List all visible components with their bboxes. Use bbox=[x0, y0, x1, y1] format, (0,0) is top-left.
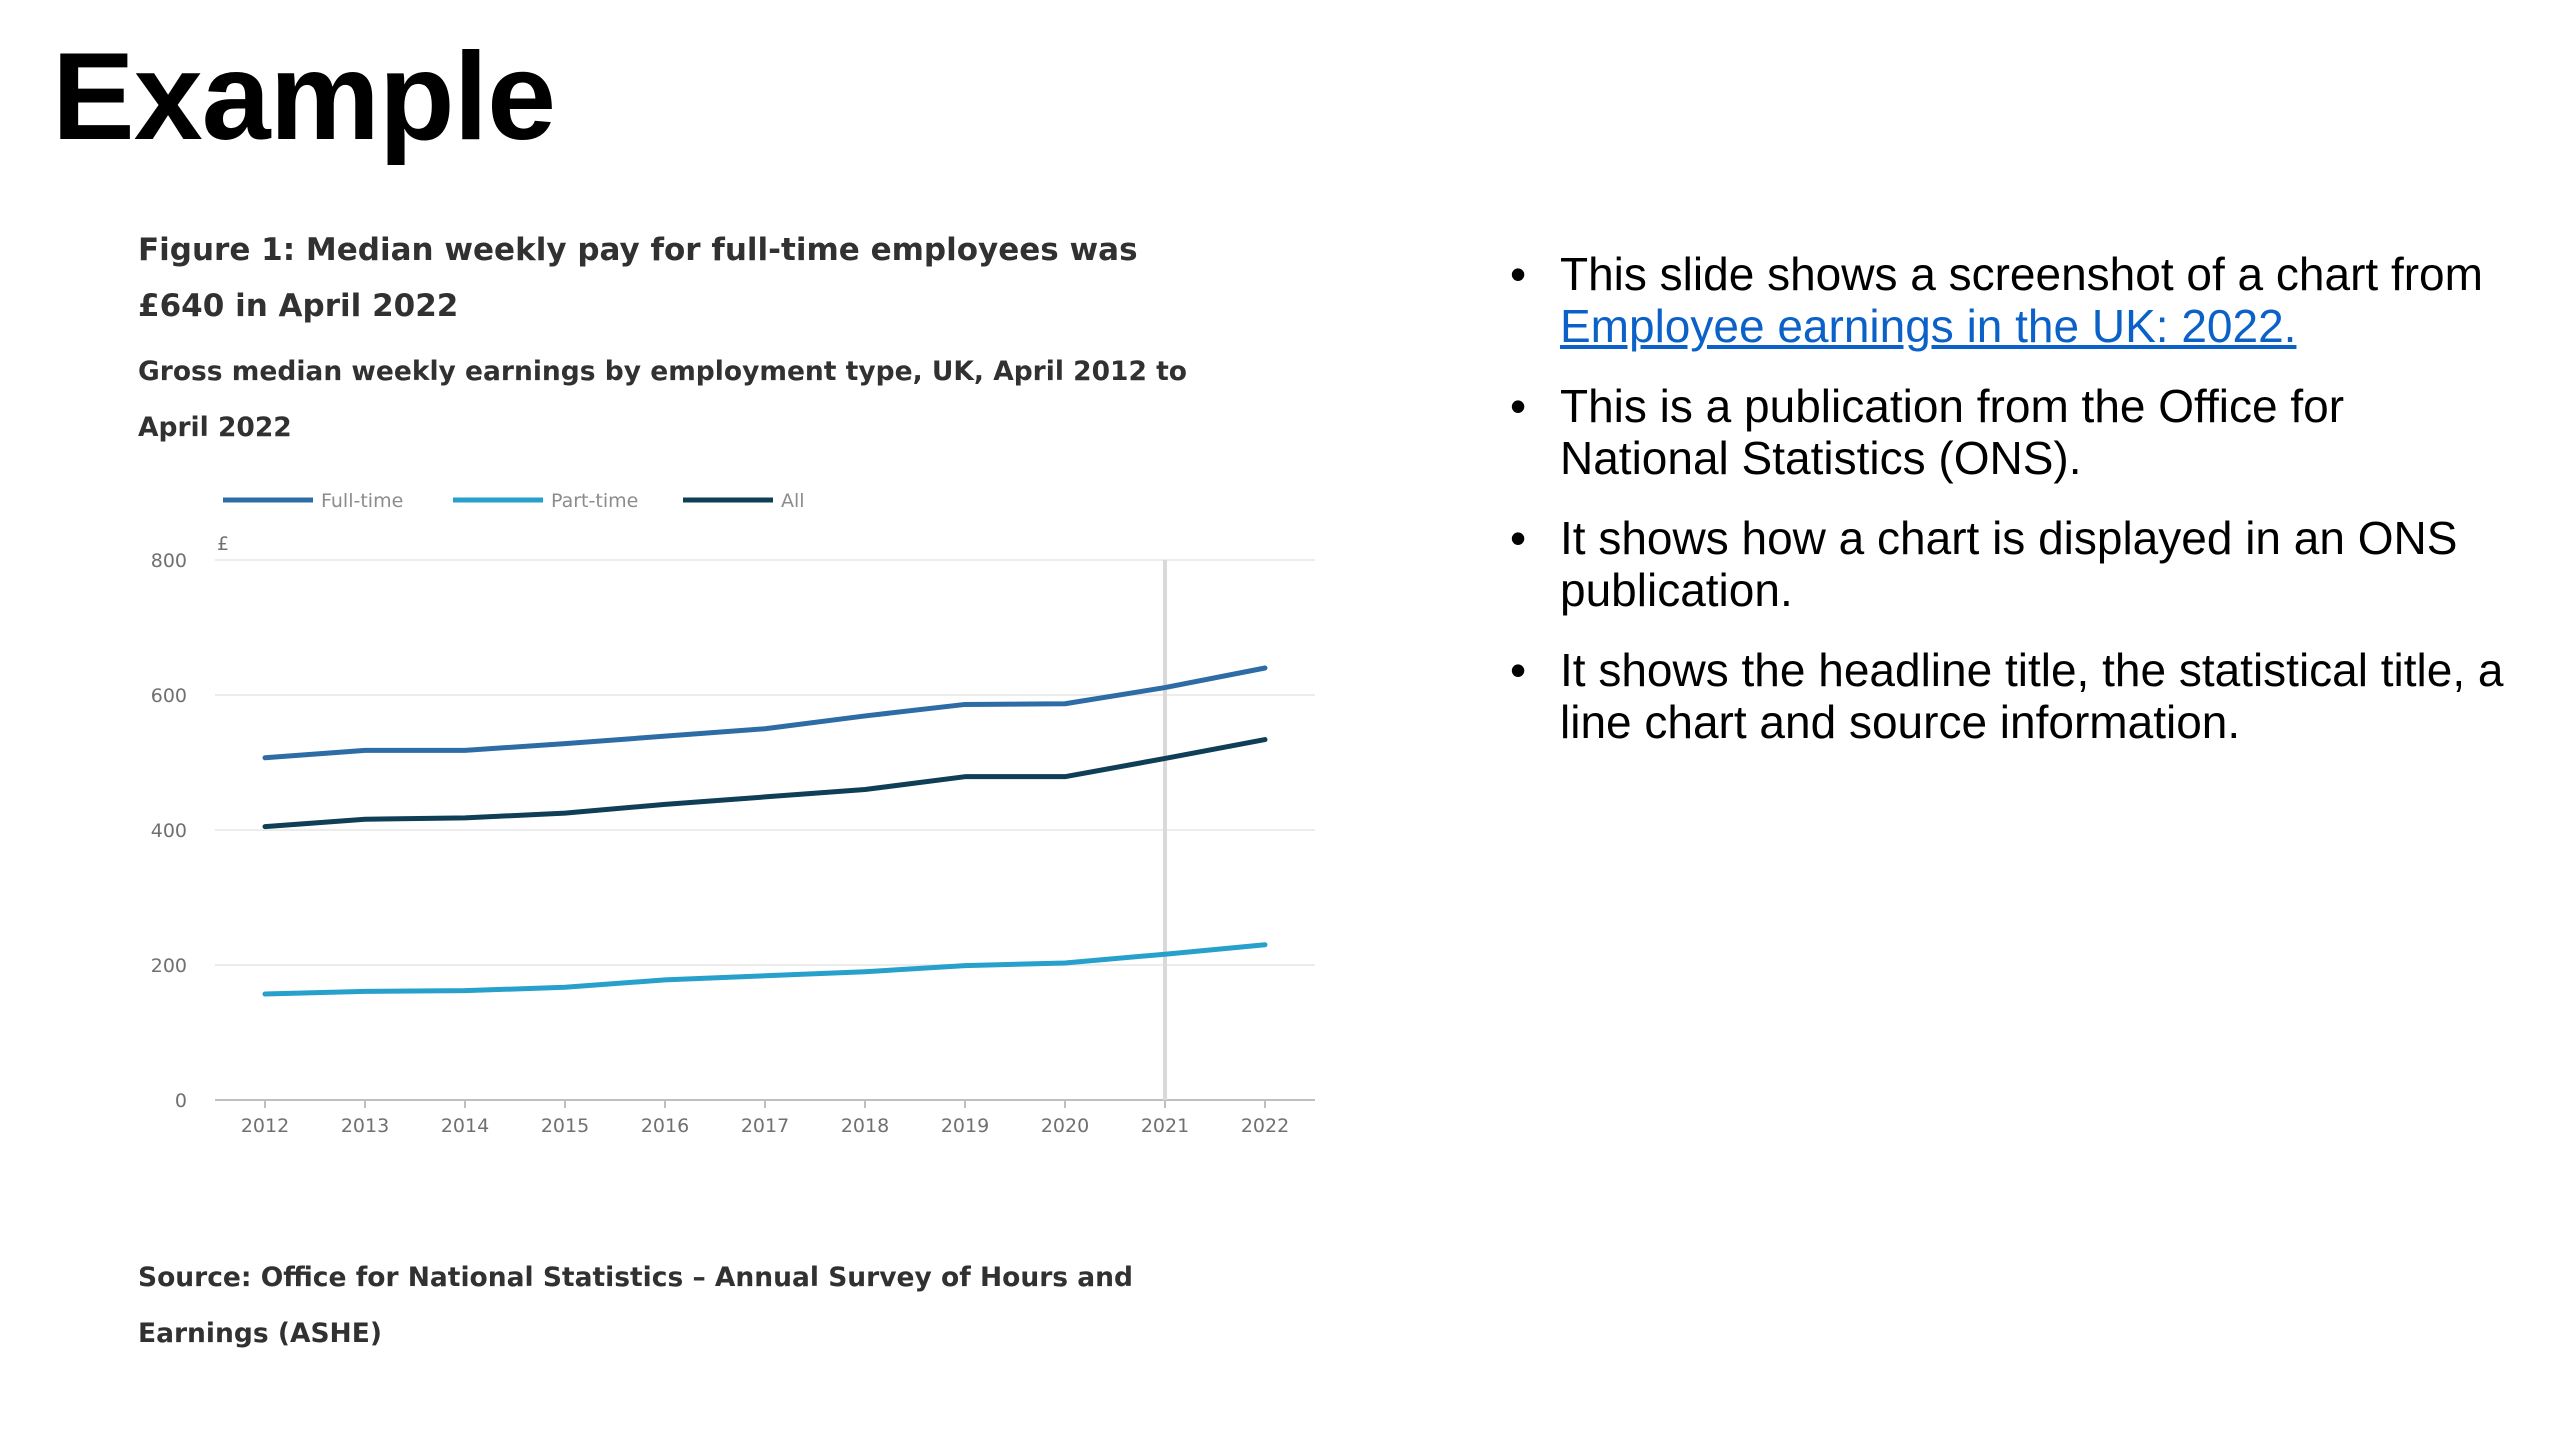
bullet-list: • This slide shows a screenshot of a cha… bbox=[1510, 248, 2520, 776]
figure-header: Figure 1: Median weekly pay for full-tim… bbox=[138, 222, 1338, 456]
bullet-item: • It shows the headline title, the stati… bbox=[1510, 644, 2520, 748]
y-tick-label: 400 bbox=[151, 820, 187, 842]
figure-source: Source: Office for National Statistics –… bbox=[138, 1262, 1133, 1349]
bullet-marker: • bbox=[1510, 512, 1527, 564]
bullet-marker: • bbox=[1510, 644, 1527, 696]
figure-subtitle: Gross median weekly earnings by employme… bbox=[138, 356, 1188, 443]
bullet-item: • It shows how a chart is displayed in a… bbox=[1510, 512, 2520, 616]
line-chart-svg: 0 200 400 600 800 £2012 2013 2014 2015 2016 2017 20… bbox=[151, 490, 1315, 1137]
y-tick-label: 600 bbox=[151, 685, 187, 707]
legend-label: All bbox=[781, 490, 805, 512]
x-tick-label: 2020 bbox=[1041, 1115, 1089, 1137]
y-tick-label: 800 bbox=[151, 550, 187, 572]
y-tick-label: 200 bbox=[151, 955, 187, 977]
x-tick-label: 2017 bbox=[741, 1115, 789, 1137]
slide-title: Example bbox=[52, 28, 556, 166]
bullet-item: • This slide shows a screenshot of a cha… bbox=[1510, 248, 2520, 352]
series-line bbox=[262, 665, 1268, 761]
line-chart: 0 200 400 600 800 £2012 2013 2014 2015 2016 2017 20… bbox=[130, 470, 1330, 1150]
y-tick-label: 0 bbox=[175, 1090, 187, 1112]
x-tick-label: 2022 bbox=[1241, 1115, 1289, 1137]
series-line bbox=[262, 942, 1268, 997]
x-tick-label: 2019 bbox=[941, 1115, 989, 1137]
bullet-text: It shows the headline title, the statist… bbox=[1560, 644, 2504, 748]
x-tick-label: 2016 bbox=[641, 1115, 689, 1137]
x-tick-label: 2021 bbox=[1141, 1115, 1189, 1137]
legend-label: Part-time bbox=[551, 490, 638, 512]
series-line bbox=[262, 737, 1268, 830]
x-tick-label: 2018 bbox=[841, 1115, 889, 1137]
legend-label: Full-time bbox=[321, 490, 403, 512]
bullet-text: It shows how a chart is displayed in an … bbox=[1560, 512, 2458, 616]
bullet-text: This is a publication from the Office fo… bbox=[1560, 380, 2345, 484]
bullet-marker: • bbox=[1510, 248, 1527, 300]
x-tick-label: 2014 bbox=[441, 1115, 489, 1137]
x-tick-label: 2013 bbox=[341, 1115, 389, 1137]
bullet-item: • This is a publication from the Office … bbox=[1510, 380, 2520, 484]
x-tick-label: 2015 bbox=[541, 1115, 589, 1137]
y-axis-unit-label: £ bbox=[217, 533, 229, 555]
x-tick-label: 2012 bbox=[241, 1115, 289, 1137]
bullet-text: This slide shows a screenshot of a chart… bbox=[1560, 248, 2483, 300]
figure-title: Figure 1: Median weekly pay for full-tim… bbox=[138, 232, 1138, 324]
publication-link[interactable]: Employee earnings in the UK: 2022. bbox=[1560, 300, 2297, 352]
bullet-marker: • bbox=[1510, 380, 1527, 432]
